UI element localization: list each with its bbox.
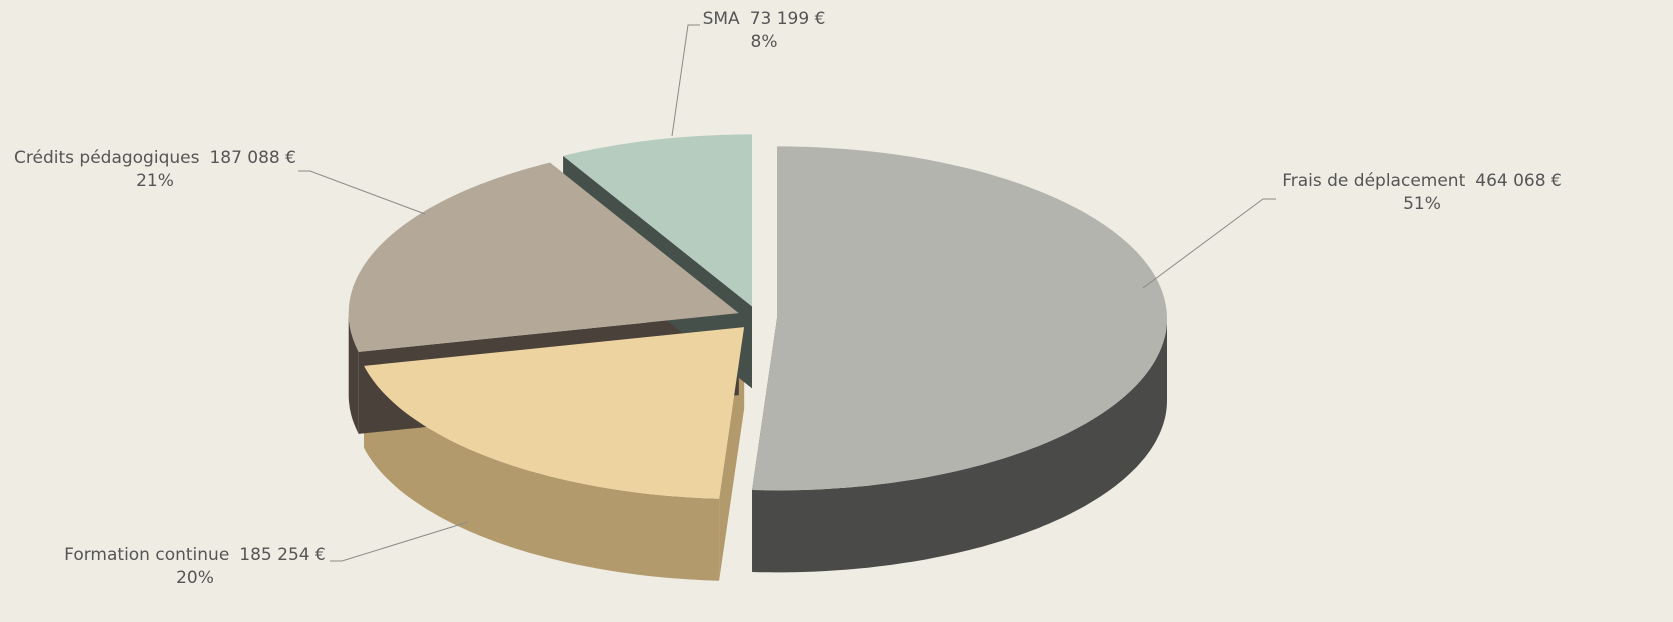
slice-side [752, 318, 1167, 573]
slice [752, 146, 1167, 491]
slice-label: Frais de déplacement 464 068 € [1282, 171, 1562, 191]
percent-label: 20% [176, 568, 214, 588]
slice-label: Crédits pédagogiques 187 088 € [14, 148, 296, 168]
leader-line [330, 521, 469, 562]
slice [348, 162, 739, 352]
percent-label: 8% [751, 32, 778, 52]
slice [563, 134, 752, 307]
category-label: Crédits pédagogiques [14, 148, 200, 168]
slice-label: Formation continue 185 254 € [64, 545, 326, 565]
slice-label: SMA 73 199 € [703, 9, 826, 29]
slice-side [348, 313, 359, 434]
category-label: Frais de déplacement [1282, 171, 1465, 191]
value-label: 73 199 € [750, 9, 826, 29]
value-label: 187 088 € [209, 148, 296, 168]
value-label: 464 068 € [1475, 171, 1562, 191]
percent-label: 51% [1403, 194, 1441, 214]
percent-label: 21% [136, 171, 174, 191]
leader-line [671, 24, 700, 137]
leader-line [298, 170, 426, 215]
value-label: 185 254 € [239, 545, 326, 565]
slice-side [364, 365, 720, 581]
category-label: Formation continue [64, 545, 229, 565]
category-label: SMA [703, 9, 740, 29]
slice [364, 327, 745, 499]
leader-line [1142, 198, 1276, 289]
